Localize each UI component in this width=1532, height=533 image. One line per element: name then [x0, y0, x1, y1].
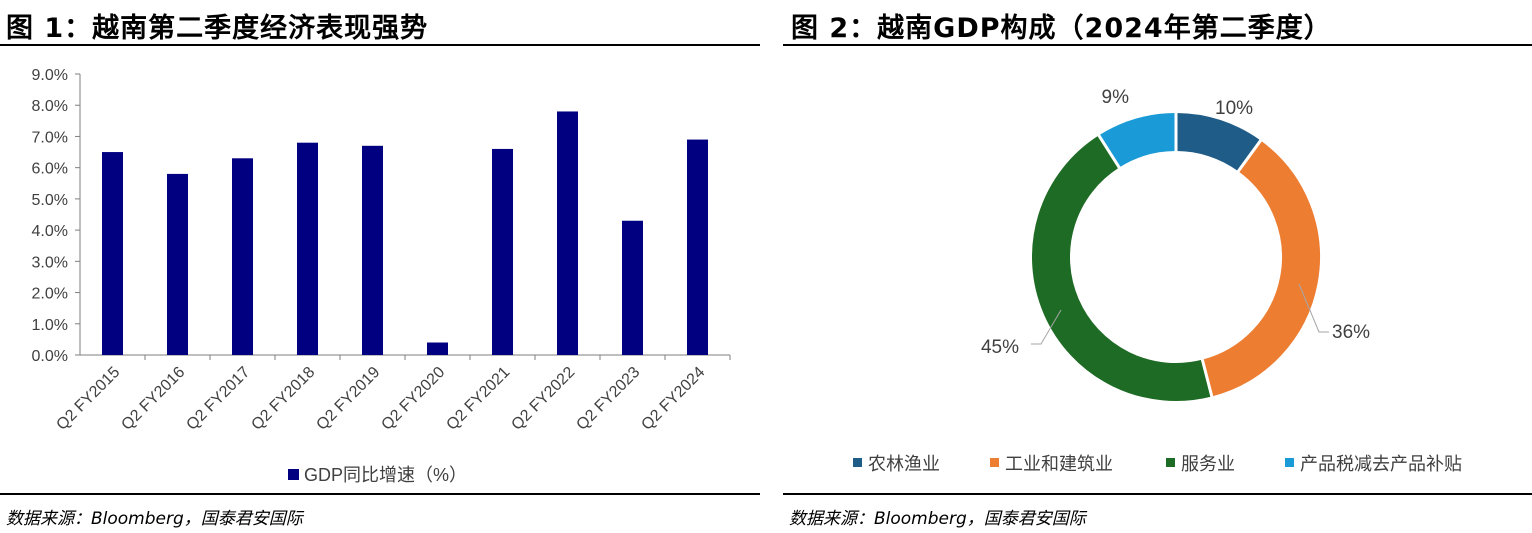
slice-separator [1097, 133, 1122, 170]
data-label-product-taxes: 9% [1102, 87, 1130, 108]
legend-label: 农林渔业 [868, 454, 940, 474]
legend-swatch [990, 458, 999, 467]
y-tick-label: 3.0% [32, 254, 68, 271]
legend-label: GDP同比增速（%） [304, 465, 467, 485]
leader-line-services [1031, 309, 1062, 345]
y-tick-label: 9.0% [32, 67, 68, 84]
title-divider [783, 44, 1532, 46]
figure-2-panel: 图 2：越南GDP构成（2024年第二季度） 10% 36% 45% 9% 农林渔业 工业… [783, 0, 1532, 533]
legend-swatch [288, 469, 299, 480]
data-label-agriculture: 10% [1215, 98, 1253, 119]
slice-product-taxes [1098, 113, 1177, 168]
bar [492, 148, 513, 355]
bar [557, 111, 578, 355]
slice-services [1032, 135, 1212, 401]
data-label-services: 45% [981, 337, 1019, 358]
slice-separator [1236, 138, 1263, 173]
figure-2-title: 图 2：越南GDP构成（2024年第二季度） [791, 13, 1332, 44]
bar [622, 220, 643, 355]
figure-1-source: 数据来源：Bloomberg，国泰君安国际 [6, 509, 303, 529]
source-divider [0, 493, 760, 495]
bar [167, 173, 188, 355]
figure-1-panel: 图 1：越南第二季度经济表现强势 0.0% 1.0% 2.0% 3.0% 4.0% 5.0… [0, 0, 760, 533]
x-tick-label: Q2 FY2019 [313, 364, 383, 434]
y-tick-label: 2.0% [32, 286, 68, 303]
bar [102, 152, 123, 355]
figure-2-source: 数据来源：Bloomberg，国泰君安国际 [789, 509, 1086, 529]
y-tick-label: 8.0% [32, 98, 68, 115]
slice-agriculture [1175, 113, 1261, 172]
bar [297, 142, 318, 355]
bar-chart: 0.0% 1.0% 2.0% 3.0% 4.0% 5.0% 6.0% 7.0% 8.0% 9.0%… [32, 67, 731, 485]
slice-industry-construction [1201, 140, 1320, 397]
slice-separator [1200, 358, 1214, 398]
y-tick-label: 6.0% [32, 161, 68, 178]
y-tick-label: 0.0% [32, 348, 68, 365]
x-tick-label: Q2 FY2023 [573, 364, 643, 434]
x-tick-label: Q2 FY2022 [508, 364, 578, 434]
bar [687, 139, 708, 355]
legend-swatch [1285, 458, 1294, 467]
donut-chart: 10% 36% 45% 9% 农林渔业 工业和建筑业 服务业 产品税减去产品补贴 [853, 87, 1462, 474]
x-tick-label: Q2 FY2024 [638, 364, 708, 434]
x-tick-label: Q2 FY2020 [378, 364, 448, 434]
title-divider [0, 44, 760, 46]
y-tick-label: 5.0% [32, 192, 68, 209]
legend-swatch [1166, 458, 1175, 467]
x-tick-label: Q2 FY2015 [53, 364, 123, 434]
x-tick-label: Q2 FY2021 [443, 364, 513, 434]
x-tick-label: Q2 FY2017 [183, 364, 253, 434]
data-label-industry: 36% [1332, 322, 1370, 343]
y-tick-label: 4.0% [32, 223, 68, 240]
x-tick-label: Q2 FY2018 [248, 364, 318, 434]
leader-line-industry [1298, 283, 1329, 333]
y-tick-label: 7.0% [32, 129, 68, 146]
legend-label: 产品税减去产品补贴 [1300, 454, 1462, 474]
figure-1-title: 图 1：越南第二季度经济表现强势 [6, 13, 429, 44]
legend-label: 服务业 [1181, 454, 1235, 474]
bar [232, 158, 253, 355]
bar [362, 145, 383, 355]
source-divider [783, 493, 1532, 495]
y-tick-label: 1.0% [32, 317, 68, 334]
legend-label: 工业和建筑业 [1005, 454, 1113, 474]
bar [427, 342, 448, 355]
legend-swatch [853, 458, 862, 467]
x-tick-label: Q2 FY2016 [118, 364, 188, 434]
